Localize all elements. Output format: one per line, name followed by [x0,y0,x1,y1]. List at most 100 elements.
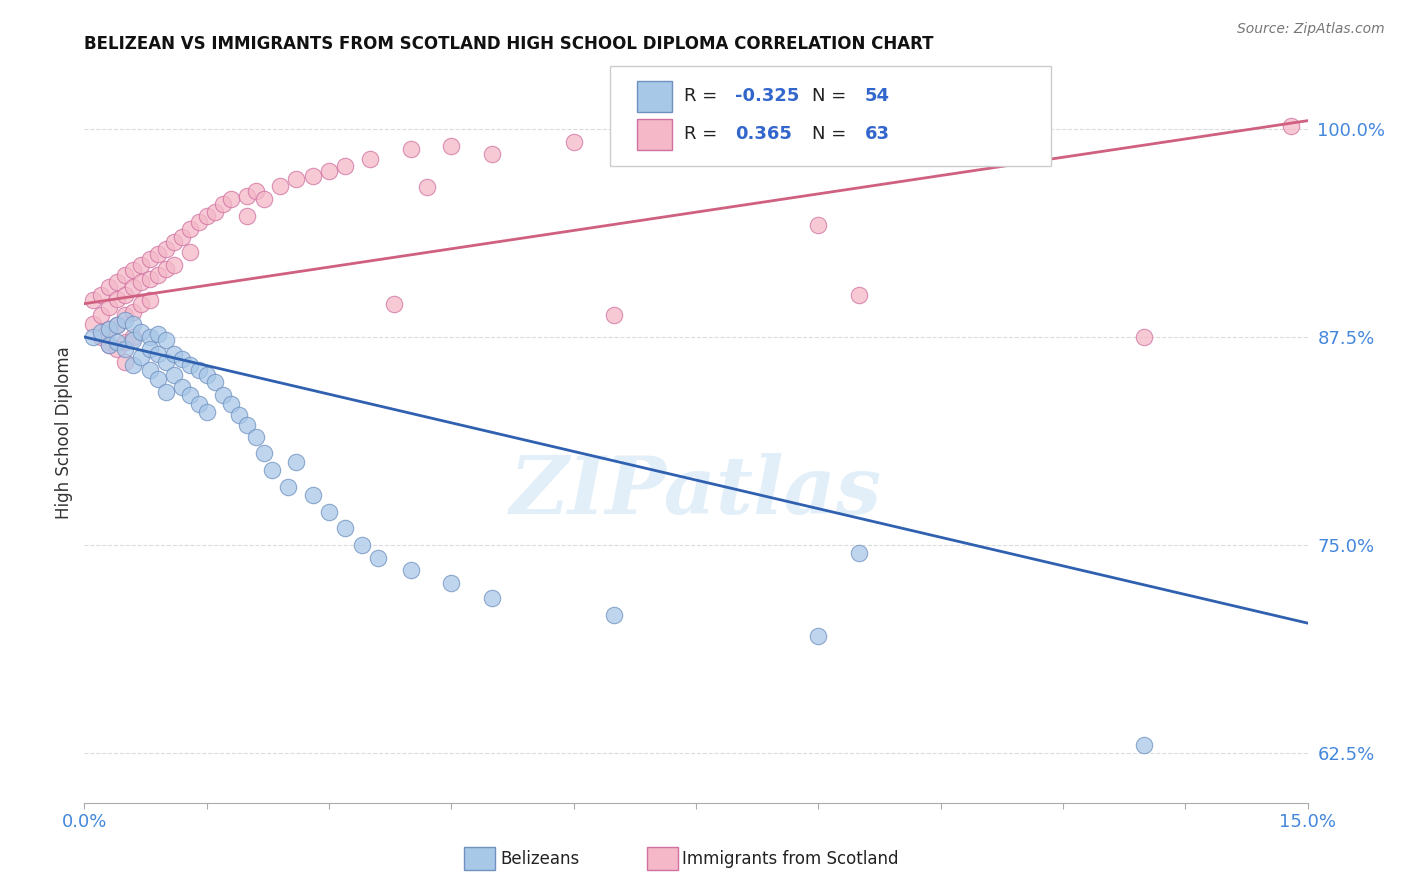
Point [399,142,422,156]
Point [131,296,153,310]
Point [131,350,153,364]
Point [105,318,128,333]
Point [269,178,291,193]
Point [146,326,169,341]
Point [236,188,259,202]
Point [90,330,112,344]
Point [114,342,136,356]
Text: N =: N = [813,87,852,104]
Point [146,371,169,385]
Point [122,305,145,319]
Point [245,430,267,444]
Point [138,271,160,285]
Point [105,275,128,289]
Point [187,396,209,410]
Point [1133,738,1156,752]
Point [807,629,830,643]
Point [97,280,120,294]
Point [179,358,201,372]
Point [212,197,235,211]
Point [122,330,145,344]
Point [285,455,308,469]
Point [603,607,626,622]
Point [122,358,145,372]
Point [179,222,201,236]
Point [131,275,153,289]
Point [335,159,357,173]
Point [138,342,160,356]
Point [138,293,160,308]
Point [301,488,323,502]
Text: N =: N = [813,125,852,144]
Point [138,252,160,266]
Point [114,355,136,369]
Point [163,235,186,249]
Point [97,300,120,314]
Point [105,292,128,306]
Point [245,184,267,198]
Point [97,321,120,335]
Point [114,334,136,349]
Text: ZIPatlas: ZIPatlas [510,453,882,531]
Point [122,280,145,294]
Point [163,346,186,360]
Point [163,368,186,383]
Point [146,346,169,360]
Point [172,230,194,244]
Text: Source: ZipAtlas.com: Source: ZipAtlas.com [1237,22,1385,37]
Point [90,309,112,323]
Point [131,325,153,339]
Point [146,268,169,283]
Point [236,418,259,433]
Point [163,259,186,273]
Point [122,263,145,277]
Text: 63: 63 [865,125,890,144]
Text: BELIZEAN VS IMMIGRANTS FROM SCOTLAND HIGH SCHOOL DIPLOMA CORRELATION CHART: BELIZEAN VS IMMIGRANTS FROM SCOTLAND HIG… [84,35,934,53]
Point [367,551,389,566]
Point [90,325,112,339]
Text: -0.325: -0.325 [735,87,800,104]
Point [114,313,136,327]
Point [1133,330,1156,344]
Point [219,192,242,206]
Point [195,209,218,223]
Point [335,521,357,535]
Point [172,351,194,366]
Point [97,338,120,352]
Point [114,288,136,302]
Point [848,288,870,302]
Point [253,192,276,206]
Point [195,405,218,419]
Point [82,330,104,344]
FancyBboxPatch shape [637,119,672,150]
Point [301,169,323,183]
Point [97,338,120,352]
Point [195,368,218,383]
Point [114,309,136,323]
Text: 0.365: 0.365 [735,125,792,144]
FancyBboxPatch shape [637,81,672,112]
Point [236,209,259,223]
Point [219,396,242,410]
Text: Immigrants from Scotland: Immigrants from Scotland [682,850,898,868]
Point [155,261,177,276]
Text: R =: R = [683,87,723,104]
Point [212,388,235,402]
Point [82,317,104,331]
Point [228,408,250,422]
Point [285,172,308,186]
Point [204,205,226,219]
Point [155,384,177,399]
Point [416,180,439,194]
Point [440,138,463,153]
Point [1279,119,1302,133]
Point [318,163,340,178]
Point [138,363,160,377]
Point [122,317,145,331]
Y-axis label: High School Diploma: High School Diploma [55,346,73,519]
Point [277,480,299,494]
Point [146,246,169,260]
Point [172,380,194,394]
Point [155,242,177,256]
Point [105,318,128,333]
